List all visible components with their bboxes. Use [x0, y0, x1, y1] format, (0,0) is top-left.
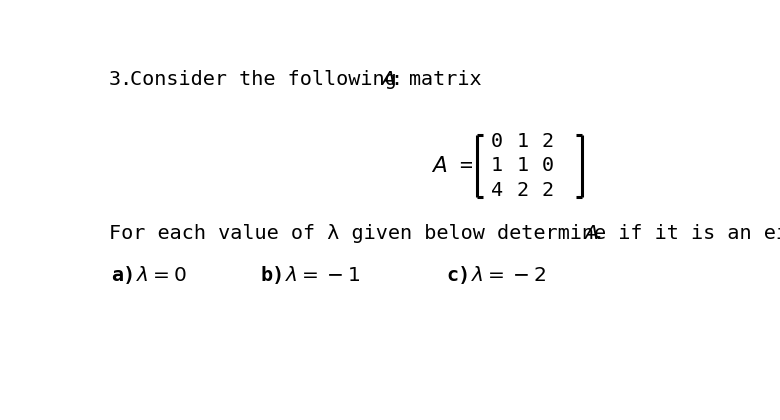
Text: b): b)	[261, 266, 285, 285]
Text: For each value of λ given below determine if it is an eigenvalue of: For each value of λ given below determin…	[109, 223, 780, 243]
Text: 1: 1	[491, 156, 502, 176]
Text: .: .	[593, 223, 604, 243]
Text: 1: 1	[516, 132, 528, 151]
Text: $\lambda = -1$: $\lambda = -1$	[285, 266, 360, 285]
Text: $\mathit{A}$: $\mathit{A}$	[583, 223, 598, 243]
Text: 1: 1	[516, 156, 528, 176]
Text: $\lambda = 0$: $\lambda = 0$	[136, 266, 187, 285]
Text: 2: 2	[542, 181, 554, 200]
Text: 2: 2	[516, 181, 528, 200]
Text: 3.: 3.	[109, 70, 133, 89]
Text: $\mathit{A}$: $\mathit{A}$	[380, 70, 395, 89]
Text: $\mathit{A}$ =: $\mathit{A}$ =	[431, 156, 473, 176]
Text: Consider the following matrix: Consider the following matrix	[130, 70, 482, 89]
Text: 0: 0	[542, 156, 554, 176]
Text: 0: 0	[491, 132, 502, 151]
Text: :: :	[391, 70, 402, 89]
Text: c): c)	[446, 266, 470, 285]
Text: 2: 2	[542, 132, 554, 151]
Text: a): a)	[112, 266, 136, 285]
Text: 4: 4	[491, 181, 502, 200]
Text: $\lambda = -2$: $\lambda = -2$	[471, 266, 546, 285]
